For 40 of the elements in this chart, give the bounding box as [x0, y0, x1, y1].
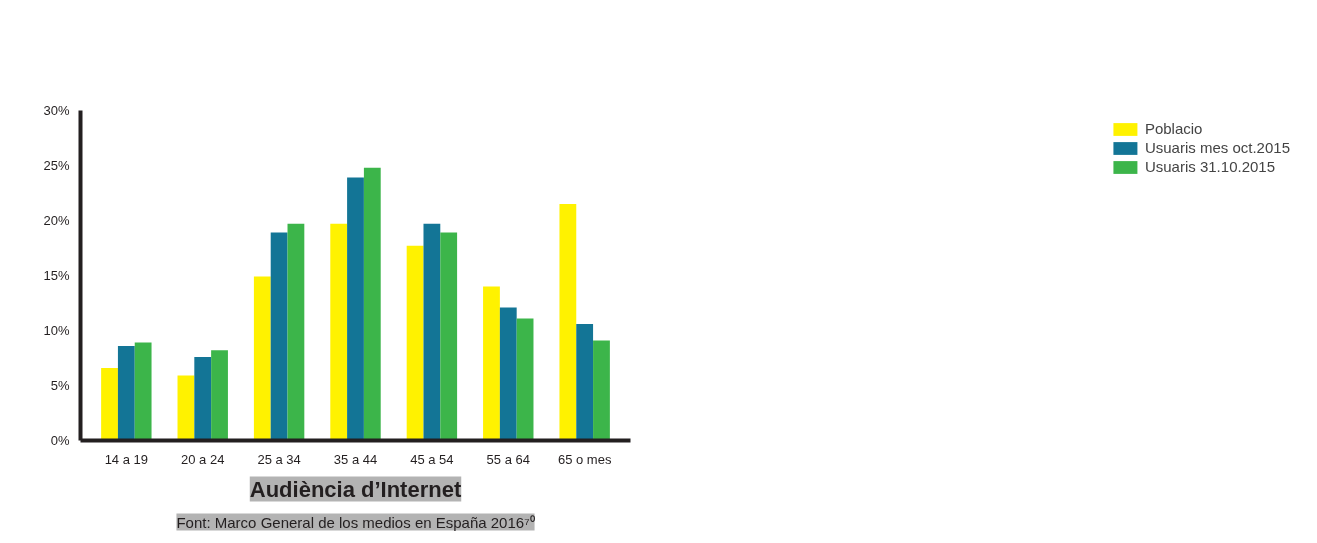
legend-label: Usuaris 31.10.2015: [1144, 158, 1276, 175]
bar: [499, 307, 517, 441]
bar: [559, 204, 577, 441]
bar: [253, 276, 271, 441]
x-tick-label: 55 a 64: [486, 451, 530, 467]
y-tick-label: 10%: [43, 323, 70, 338]
bar: [406, 245, 424, 441]
bar: [593, 340, 610, 441]
y-tick-label: 30%: [43, 103, 70, 118]
bar: [177, 375, 195, 441]
x-tick-label: 20 a 24: [181, 451, 225, 467]
bar: [363, 167, 381, 441]
bar: [330, 223, 348, 441]
bar: [483, 286, 500, 441]
y-tick-label: 25%: [43, 158, 70, 173]
bar: [270, 232, 288, 441]
legend-label: Usuaris mes oct.2015: [1144, 139, 1290, 156]
bar: [516, 318, 534, 441]
bar: [134, 342, 152, 441]
bar: [423, 223, 441, 441]
x-tick-label: 35 a 44: [333, 451, 378, 467]
bar: [576, 323, 594, 441]
bar: [347, 177, 364, 441]
bar: [440, 232, 458, 441]
text: Font: Marco General de los medios en España 2016⁷⁰: [176, 513, 535, 531]
x-tick-label: 14 a 19: [104, 451, 149, 467]
bar: [117, 345, 135, 441]
x-tick-label: 45 a 54: [410, 451, 454, 467]
bar: [211, 350, 228, 441]
y-tick-label: 20%: [43, 213, 70, 228]
bar: [194, 356, 212, 441]
legend-label: Poblacio: [1144, 120, 1203, 137]
x-tick-label: 65 o mes: [557, 451, 612, 467]
y-tick-label: 15%: [43, 268, 70, 283]
y-tick-label: 5%: [50, 378, 70, 393]
y-tick-label: 0%: [50, 433, 70, 448]
bar: [101, 367, 118, 441]
x-tick-label: 25 a 34: [257, 451, 301, 467]
text: Audiència d’Internet: [249, 476, 462, 502]
bar: [287, 223, 305, 441]
